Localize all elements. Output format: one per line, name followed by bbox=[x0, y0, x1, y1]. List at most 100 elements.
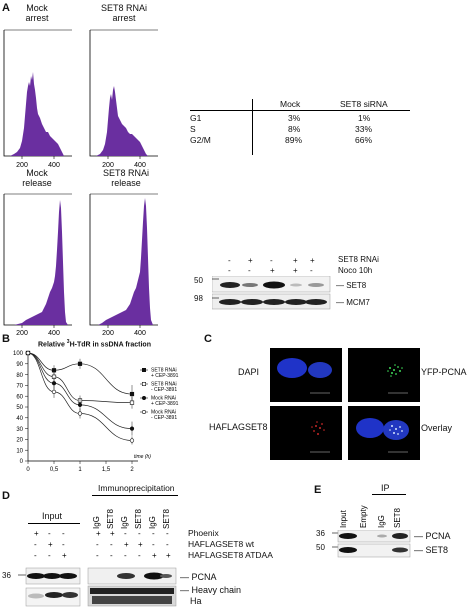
lane-label: SET8 bbox=[106, 508, 115, 529]
svg-text:-: - bbox=[34, 540, 37, 549]
panel-d-row-label-wt: HAFLAGSET8 wt bbox=[188, 539, 255, 549]
svg-text:-: - bbox=[48, 551, 51, 560]
histogram-mock-arrest: 200 400 bbox=[3, 29, 72, 168]
x-tick-label: 0 bbox=[26, 467, 30, 473]
table-cell: 66% bbox=[355, 135, 373, 145]
svg-text:-: - bbox=[166, 540, 169, 549]
histogram-tick: 200 bbox=[16, 330, 28, 337]
table-cell: 33% bbox=[355, 124, 373, 134]
data-point bbox=[129, 438, 135, 443]
histogram-tick: 200 bbox=[102, 330, 114, 337]
svg-text:+: + bbox=[166, 551, 171, 560]
table-cell: G1 bbox=[190, 113, 202, 123]
panel-e-lane-labels: Input Empty IgG SET8 bbox=[339, 505, 402, 528]
legend-label: - CEP-3891 bbox=[151, 387, 177, 393]
panel-d-input-bar bbox=[28, 523, 80, 524]
panel-d-sign-rows: + - - + + - - - - - + - - - + + - - - - … bbox=[34, 529, 171, 560]
blot-a-row2-label: Noco 10h bbox=[338, 266, 373, 275]
y-tick-label: 20 bbox=[16, 438, 23, 444]
table-header: SET8 siRNA bbox=[340, 99, 388, 109]
panel-d-ip-bar bbox=[92, 495, 178, 496]
svg-text:+: + bbox=[48, 540, 53, 549]
svg-text:+: + bbox=[110, 529, 115, 538]
micro-label-overlay: Overlay bbox=[421, 423, 453, 433]
histogram-set8-arrest: 200 400 bbox=[89, 29, 158, 168]
lane-label: IgG bbox=[377, 515, 386, 528]
panel-e-letter: E bbox=[314, 484, 322, 496]
lane-label: SET8 bbox=[162, 508, 171, 529]
data-point bbox=[25, 350, 31, 356]
lane-label: IgG bbox=[92, 516, 101, 529]
lane-label: Input bbox=[339, 509, 348, 528]
panel-e-ip-bar bbox=[372, 494, 406, 495]
svg-text:-: - bbox=[62, 529, 65, 538]
legend-marker bbox=[142, 381, 147, 386]
svg-text:+: + bbox=[34, 529, 39, 538]
y-tick-label: 50 bbox=[16, 405, 23, 411]
panel-e-marker-50: 50 bbox=[316, 543, 325, 552]
svg-text:-: - bbox=[166, 529, 169, 538]
data-point bbox=[77, 361, 83, 366]
panel-d-blot-image bbox=[18, 567, 177, 607]
table-cell: 8% bbox=[288, 124, 301, 134]
table-header: Mock bbox=[280, 99, 301, 109]
series-line bbox=[27, 352, 133, 441]
panel-e-band-pcna: — PCNA bbox=[414, 531, 451, 541]
data-point bbox=[129, 400, 135, 405]
histogram-tick: 400 bbox=[134, 162, 146, 168]
series-line bbox=[27, 352, 133, 395]
legend-label: SET8 RNAi bbox=[151, 382, 177, 388]
lane-label: SET8 bbox=[134, 508, 143, 529]
histogram-tick: 400 bbox=[134, 330, 146, 337]
legend-marker bbox=[142, 409, 147, 414]
y-tick-label: 10 bbox=[16, 448, 23, 454]
panel-d-row-label-phoenix: Phoenix bbox=[188, 528, 219, 538]
svg-text:-: - bbox=[48, 529, 51, 538]
panel-e-blot-image bbox=[332, 530, 411, 558]
lane-label: IgG bbox=[120, 516, 129, 529]
y-tick-label: 60 bbox=[16, 394, 23, 400]
y-tick-label: 70 bbox=[16, 384, 23, 390]
panel-d-ip-label: Immunoprecipitation bbox=[98, 483, 175, 493]
micro-yfp-image bbox=[348, 348, 420, 402]
legend-label: - CEP-3891 bbox=[151, 415, 177, 421]
data-point bbox=[77, 402, 83, 407]
table-cell: G2/M bbox=[190, 135, 211, 145]
panel-b-letter: B bbox=[2, 333, 10, 345]
y-tick-label: 0 bbox=[20, 459, 24, 465]
series-line bbox=[27, 352, 133, 404]
microscopy-grid bbox=[270, 348, 420, 460]
histogram-mock-release: 200 400 bbox=[3, 193, 72, 337]
data-point bbox=[129, 391, 135, 397]
blot-a-row1-label: SET8 RNAi bbox=[338, 255, 379, 264]
panel-d-row-label-atdaa: HAFLAGSET8 ATDAA bbox=[188, 550, 273, 560]
table-divider-vertical bbox=[252, 99, 253, 155]
svg-text:-: - bbox=[152, 529, 155, 538]
y-tick-label: 80 bbox=[16, 373, 23, 379]
x-axis-label: time (h) bbox=[134, 454, 151, 460]
micro-dapi-image bbox=[270, 348, 342, 402]
blot-a-image bbox=[212, 276, 331, 310]
series-line bbox=[27, 352, 133, 429]
data-point bbox=[129, 426, 135, 431]
svg-text:-: - bbox=[96, 551, 99, 560]
panel-d-marker-36: 36 bbox=[2, 571, 11, 580]
data-point bbox=[51, 389, 57, 394]
y-tick-label: 90 bbox=[16, 362, 23, 368]
panel-d-band-ha: Ha bbox=[190, 596, 202, 606]
panel-a-letter: A bbox=[2, 2, 10, 14]
legend-label: + CEP-3891 bbox=[151, 373, 179, 379]
svg-text:+: + bbox=[62, 551, 67, 560]
micro-label-dapi: DAPI bbox=[238, 367, 260, 377]
blot-a-marker-98: 98 bbox=[194, 294, 203, 303]
histogram-tick: 200 bbox=[102, 162, 114, 168]
table-cell: 3% bbox=[288, 113, 301, 123]
y-tick-label: 30 bbox=[16, 427, 23, 433]
table-cell: 1% bbox=[358, 113, 371, 123]
legend-label: Mock RNAi bbox=[151, 410, 176, 416]
y-tick-label: 100 bbox=[13, 351, 24, 357]
histogram-tick: 400 bbox=[48, 162, 60, 168]
svg-text:-: - bbox=[34, 551, 37, 560]
svg-text:-: - bbox=[110, 540, 113, 549]
